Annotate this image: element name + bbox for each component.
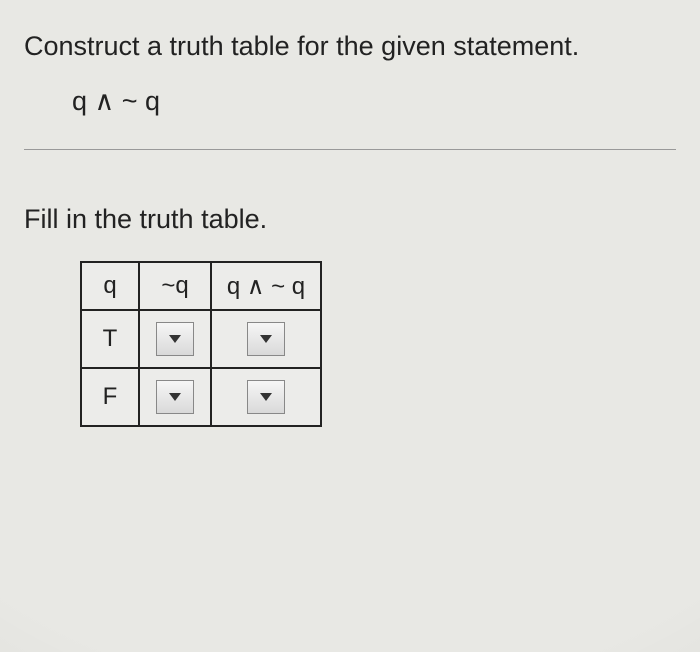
cell-not-q-row1	[139, 310, 211, 368]
table-header-row: q ~q q ∧ ~ q	[81, 262, 321, 310]
logical-expression: q ∧ ~ q	[72, 86, 676, 117]
chevron-down-icon	[259, 334, 273, 344]
cell-expr-row2	[211, 368, 321, 426]
dropdown-not-q-row2[interactable]	[156, 380, 194, 414]
cell-not-q-row2	[139, 368, 211, 426]
dropdown-expr-row1[interactable]	[247, 322, 285, 356]
column-header-q: q	[81, 262, 139, 310]
chevron-down-icon	[168, 334, 182, 344]
chevron-down-icon	[259, 392, 273, 402]
table-row: T	[81, 310, 321, 368]
dropdown-expr-row2[interactable]	[247, 380, 285, 414]
fill-instruction-text: Fill in the truth table.	[24, 204, 676, 235]
instruction-text: Construct a truth table for the given st…	[24, 28, 676, 64]
dropdown-not-q-row1[interactable]	[156, 322, 194, 356]
table-row: F	[81, 368, 321, 426]
question-page: Construct a truth table for the given st…	[0, 0, 700, 427]
column-header-expression: q ∧ ~ q	[211, 262, 321, 310]
chevron-down-icon	[168, 392, 182, 402]
cell-q-row1: T	[81, 310, 139, 368]
section-divider	[24, 149, 676, 150]
cell-q-row2: F	[81, 368, 139, 426]
column-header-not-q: ~q	[139, 262, 211, 310]
truth-table: q ~q q ∧ ~ q T	[80, 261, 322, 427]
cell-expr-row1	[211, 310, 321, 368]
